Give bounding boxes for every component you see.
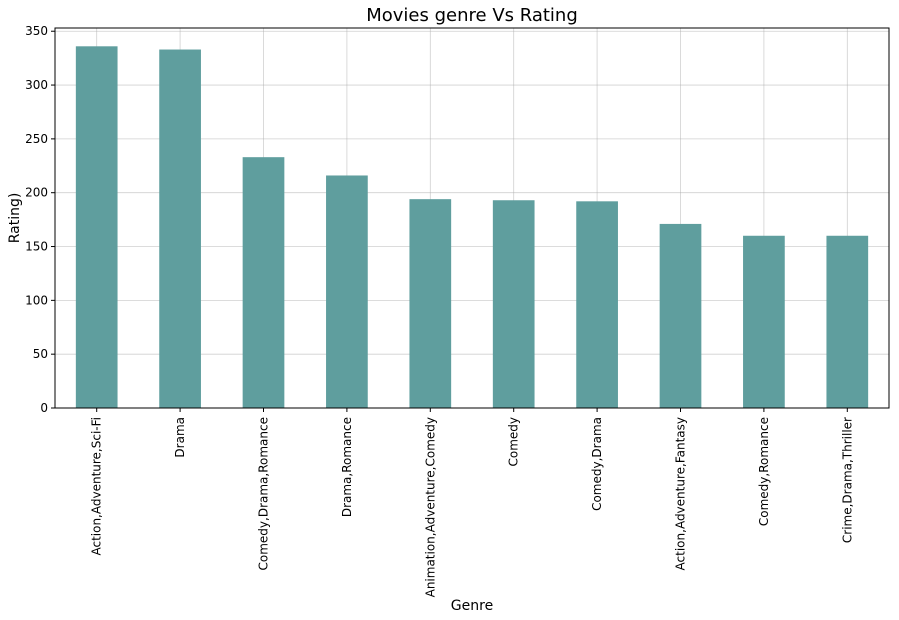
bar-2: [159, 49, 201, 408]
y-tick-label: 150: [25, 240, 48, 254]
x-tick-label: Action,Adventure,Sci-Fi: [90, 417, 104, 556]
y-tick-label: 350: [25, 24, 48, 38]
bar-5: [409, 199, 452, 408]
x-tick-label: Animation,Adventure,Comedy: [423, 417, 437, 597]
x-tick-label: Comedy: [507, 417, 521, 467]
chart-title: Movies genre Vs Rating: [366, 5, 578, 26]
plot-area-frame: [54, 27, 890, 409]
bar-6: [492, 200, 535, 408]
x-tick-label: Comedy,Romance: [757, 417, 771, 526]
y-tick-label: 250: [25, 132, 48, 146]
y-tick-label: 50: [33, 347, 48, 361]
x-tick-label: Drama,Romance: [340, 417, 354, 517]
x-tick-label: Comedy,Drama,Romance: [257, 417, 271, 570]
x-tick-label: Comedy,Drama: [590, 417, 604, 511]
x-tick-label: Crime,Drama,Thriller: [840, 417, 854, 543]
bar-4: [326, 175, 368, 408]
bar-7: [576, 201, 618, 408]
bar-10: [826, 235, 869, 408]
y-tick-label: 300: [25, 78, 48, 92]
y-tick-label: 200: [25, 186, 48, 200]
bar-1: [75, 46, 118, 408]
x-axis-ticks: Action,Adventure,Sci-Fi Drama Comedy,Drama…: [90, 408, 854, 597]
y-tick-label: 100: [25, 293, 48, 307]
y-axis-label: Rating): [7, 193, 23, 244]
bars: [75, 46, 869, 408]
x-axis-label: Genre: [451, 598, 493, 614]
bar-3: [242, 157, 285, 408]
x-tick-label: Action,Adventure,Fantasy: [674, 417, 688, 570]
x-tick-label: Drama: [173, 417, 187, 458]
bar-8: [659, 223, 702, 408]
y-axis-ticks: 0 50 100 150 200 250 300 350: [25, 24, 55, 415]
y-tick-label: 0: [40, 401, 48, 415]
bar-9: [743, 235, 785, 408]
